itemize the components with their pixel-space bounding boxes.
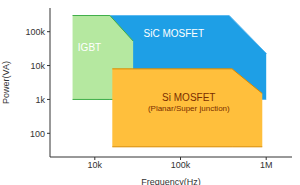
svg-text:SiC MOSFET: SiC MOSFET (144, 28, 205, 39)
svg-text:Power(VA): Power(VA) (8, 61, 11, 104)
svg-text:1M: 1M (260, 160, 273, 170)
svg-text:10k: 10k (30, 61, 45, 71)
svg-text:100: 100 (30, 129, 45, 139)
svg-text:100k: 100k (25, 27, 45, 37)
svg-text:100k: 100k (171, 160, 191, 170)
svg-text:1k: 1k (35, 95, 45, 105)
svg-text:Frequency(Hz): Frequency(Hz) (141, 177, 201, 185)
svg-text:IGBT: IGBT (78, 42, 101, 53)
svg-text:Si MOSFET(Planar/Super junctio: Si MOSFET(Planar/Super junction) (148, 92, 230, 113)
svg-text:10k: 10k (88, 160, 103, 170)
